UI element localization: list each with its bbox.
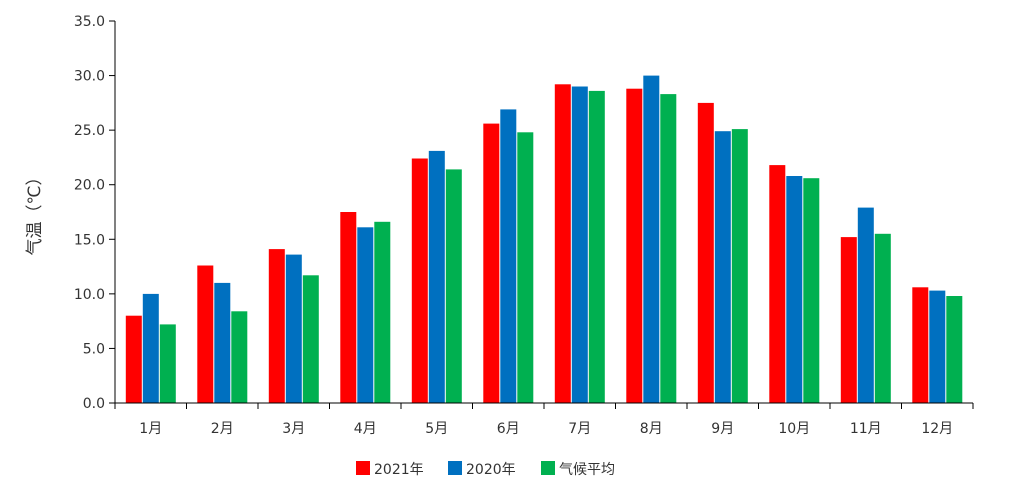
bar-1-8 <box>626 88 643 403</box>
bar-3-11 <box>874 233 891 403</box>
bar-3-1 <box>159 324 176 403</box>
x-tick-label: 5月 <box>425 421 448 437</box>
x-tick-label: 1月 <box>139 421 162 437</box>
bar-2-5 <box>428 150 445 403</box>
legend-swatch-2 <box>448 461 462 475</box>
x-tick-label: 8月 <box>640 421 663 437</box>
legend-swatch-3 <box>541 461 555 475</box>
bar-2-4 <box>357 227 374 403</box>
y-axis-title: 气温（℃） <box>25 168 45 255</box>
bar-2-9 <box>714 131 731 403</box>
y-tick-label: 25.0 <box>74 123 105 139</box>
bar-2-11 <box>857 207 874 403</box>
bar-2-12 <box>929 290 946 403</box>
legend-label-3: 气候平均 <box>559 462 615 478</box>
bar-2-2 <box>214 282 231 403</box>
bar-2-1 <box>142 293 159 403</box>
bar-3-8 <box>660 94 677 403</box>
bar-3-7 <box>588 90 605 404</box>
bar-2-8 <box>643 75 660 403</box>
x-tick-label: 7月 <box>568 421 591 437</box>
bar-3-5 <box>445 169 462 403</box>
y-tick-label: 0.0 <box>83 396 105 412</box>
bar-1-5 <box>411 158 428 403</box>
bar-3-12 <box>946 296 963 403</box>
bar-3-10 <box>803 178 820 403</box>
bar-1-9 <box>697 102 714 404</box>
bar-3-4 <box>374 221 391 403</box>
legend-label-1: 2021年 <box>374 462 424 478</box>
x-tick-label: 3月 <box>282 421 305 437</box>
bar-1-6 <box>483 123 500 403</box>
bar-1-2 <box>197 265 214 403</box>
bar-1-12 <box>912 287 929 403</box>
bars-layer <box>125 75 963 404</box>
bar-1-11 <box>840 237 857 403</box>
bar-3-2 <box>231 311 248 403</box>
legend-swatch-1 <box>356 461 370 475</box>
x-tick-label: 4月 <box>354 421 377 437</box>
bar-1-1 <box>125 315 142 403</box>
bar-2-6 <box>500 109 517 404</box>
x-tick-label: 9月 <box>711 421 734 437</box>
axes-layer: 0.0 5.0 10.0 15.0 20.0 25.0 30.0 35.0 1月 2月 3月 4月 5月… <box>74 14 974 437</box>
y-tick-label: 20.0 <box>74 178 105 194</box>
x-tick-label: 10月 <box>778 421 810 437</box>
y-tick-label: 5.0 <box>83 341 105 357</box>
bar-3-9 <box>731 129 748 403</box>
bar-1-10 <box>769 165 786 403</box>
x-tick-label: 12月 <box>921 421 953 437</box>
y-tick-label: 35.0 <box>74 14 105 30</box>
bar-2-7 <box>571 86 588 403</box>
x-tick-label: 2月 <box>211 421 234 437</box>
bar-3-6 <box>517 132 534 404</box>
bar-1-4 <box>340 212 357 403</box>
x-tick-label: 6月 <box>497 421 520 437</box>
legend-label-2: 2020年 <box>466 462 516 478</box>
bar-3-3 <box>302 275 319 403</box>
bar-1-3 <box>268 249 285 403</box>
y-tick-label: 10.0 <box>74 287 105 303</box>
legend: 2021年 2020年 气候平均 <box>356 461 615 478</box>
bar-2-10 <box>786 176 803 403</box>
x-tick-label: 11月 <box>850 421 882 437</box>
bar-1-7 <box>554 84 571 404</box>
y-tick-label: 15.0 <box>74 232 105 248</box>
bar-2-3 <box>285 254 302 403</box>
y-tick-label: 30.0 <box>74 69 105 85</box>
